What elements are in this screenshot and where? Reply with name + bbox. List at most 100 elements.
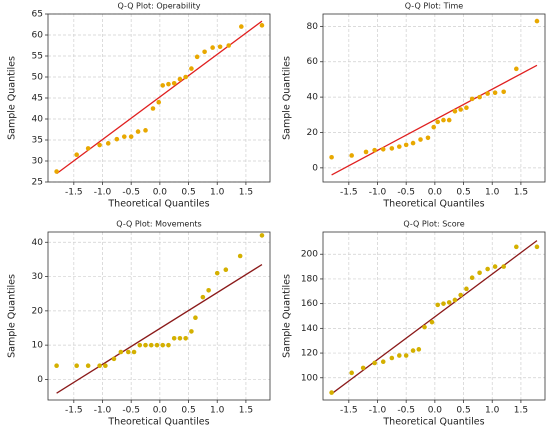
x-tick-label: -1.0 [94, 188, 112, 198]
point [403, 353, 409, 358]
point [425, 135, 431, 141]
point [193, 315, 198, 321]
plot-frame [322, 231, 546, 401]
point [389, 146, 395, 151]
point [492, 264, 498, 269]
point [150, 106, 156, 111]
point [54, 363, 59, 369]
x-tick-label: 1.5 [239, 188, 253, 198]
point [214, 270, 220, 276]
y-tick-label: 0 [312, 163, 318, 173]
point [372, 360, 377, 366]
y-tick-label: 60 [32, 31, 44, 41]
x-axis-label: Theoretical Quantiles [107, 199, 209, 210]
point [446, 300, 452, 305]
point [74, 152, 79, 157]
point [431, 124, 437, 130]
x-axis-label: Theoretical Quantiles [382, 417, 484, 428]
x-tick-label: 1.0 [485, 188, 500, 198]
point [441, 117, 446, 123]
point [200, 294, 206, 300]
point [126, 349, 131, 355]
point [501, 264, 506, 269]
point [177, 76, 183, 82]
point [360, 365, 366, 371]
point [396, 144, 402, 149]
x-tick-label: 1.0 [210, 406, 225, 416]
y-tick-label: 50 [32, 73, 44, 83]
point [514, 66, 519, 72]
point [166, 81, 171, 87]
x-tick-label: -1.5 [65, 406, 83, 416]
point [452, 297, 458, 303]
point [416, 347, 422, 352]
point [217, 44, 223, 50]
y-axis-label: Sample Quantiles [7, 274, 18, 358]
point [226, 43, 231, 48]
fit-line [56, 264, 263, 394]
point [441, 301, 446, 306]
point [464, 286, 469, 292]
x-axis-label: Theoretical Quantiles [382, 199, 484, 210]
x-tick-label: 0.5 [181, 188, 195, 198]
point [189, 66, 194, 71]
y-tick-label: 55 [32, 52, 43, 62]
point [202, 49, 207, 55]
point [118, 349, 124, 355]
y-tick-label: 25 [32, 178, 43, 188]
fit-line [56, 20, 263, 175]
point [469, 275, 475, 281]
x-tick-label: -1.5 [65, 188, 83, 198]
y-tick-label: 30 [32, 157, 44, 167]
y-tick-label: 40 [32, 238, 44, 248]
y-tick-label: 40 [32, 115, 44, 125]
point [492, 90, 498, 95]
point [131, 349, 137, 355]
point [403, 142, 409, 148]
point [85, 146, 91, 151]
x-tick-label: 0.0 [428, 406, 443, 416]
point [148, 342, 154, 348]
chart-title: Q-Q Plot: Operability [118, 2, 201, 11]
point [105, 141, 111, 146]
x-tick-label: 1.5 [239, 406, 253, 416]
point [128, 134, 134, 139]
point [111, 356, 117, 362]
plot-frame [47, 231, 271, 401]
point [458, 292, 463, 298]
x-tick-label: -0.5 [397, 406, 415, 416]
point [154, 342, 160, 348]
y-tick-label: 10 [32, 341, 44, 351]
point [114, 136, 120, 142]
point [396, 353, 402, 358]
point [422, 324, 427, 330]
point [329, 390, 334, 395]
point [534, 244, 540, 250]
x-tick-label: 1.5 [514, 188, 528, 198]
x-tick-label: 1.5 [514, 406, 528, 416]
x-tick-label: -1.0 [369, 188, 387, 198]
point [160, 342, 166, 348]
x-tick-label: 0.5 [181, 406, 195, 416]
y-tick-label: 0 [37, 375, 43, 385]
point [469, 96, 475, 102]
point [97, 142, 102, 148]
point [239, 24, 244, 29]
point [389, 355, 395, 361]
y-tick-label: 60 [307, 57, 319, 67]
point [237, 253, 243, 259]
point [380, 146, 386, 152]
point [189, 329, 194, 334]
x-tick-label: 0.0 [428, 188, 443, 198]
x-tick-label: 0.5 [456, 188, 470, 198]
chart-title: Q-Q Plot: Time [405, 2, 464, 11]
y-axis-label: Sample Quantiles [7, 56, 18, 140]
point [183, 74, 188, 80]
y-tick-label: 40 [307, 93, 319, 103]
point [410, 348, 416, 353]
point [435, 119, 441, 125]
x-tick-label: -1.5 [340, 406, 358, 416]
x-tick-label: -1.0 [369, 406, 387, 416]
point [135, 129, 141, 134]
